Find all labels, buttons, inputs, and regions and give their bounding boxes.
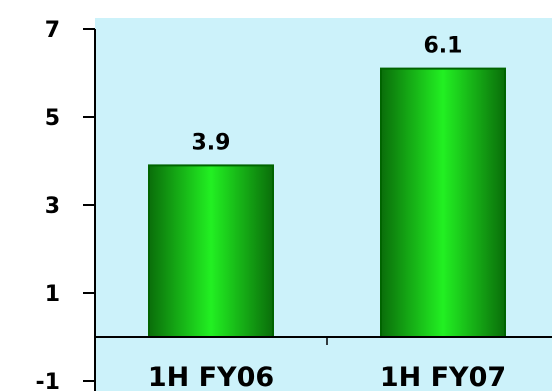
y-tick-label-3: 3 [45, 194, 60, 219]
category-label-1: 1H FY06 [148, 362, 274, 391]
category-label-2: 1H FY07 [380, 362, 506, 391]
y-tick-label-1: 1 [45, 282, 60, 307]
y-tick-label--1: -1 [36, 370, 60, 391]
data-label-1: 3.9 [192, 130, 231, 155]
data-label-2: 6.1 [424, 34, 463, 59]
bar-2 [380, 67, 506, 338]
y-tick-label-7: 7 [45, 18, 60, 43]
y-tick-label-5: 5 [45, 106, 60, 131]
bar-1 [148, 164, 274, 338]
